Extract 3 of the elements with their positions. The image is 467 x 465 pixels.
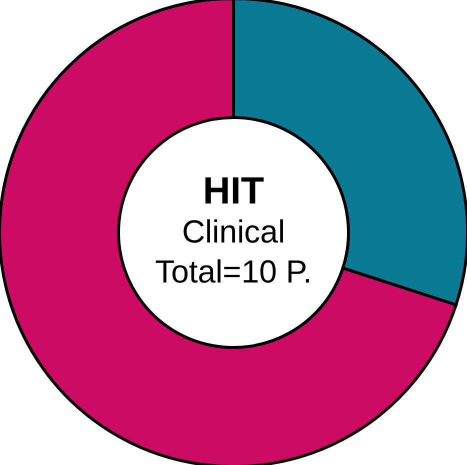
- text: HIT: [202, 170, 264, 212]
- text: Total=10 P.: [155, 254, 312, 290]
- text: Clinical: [182, 214, 286, 250]
